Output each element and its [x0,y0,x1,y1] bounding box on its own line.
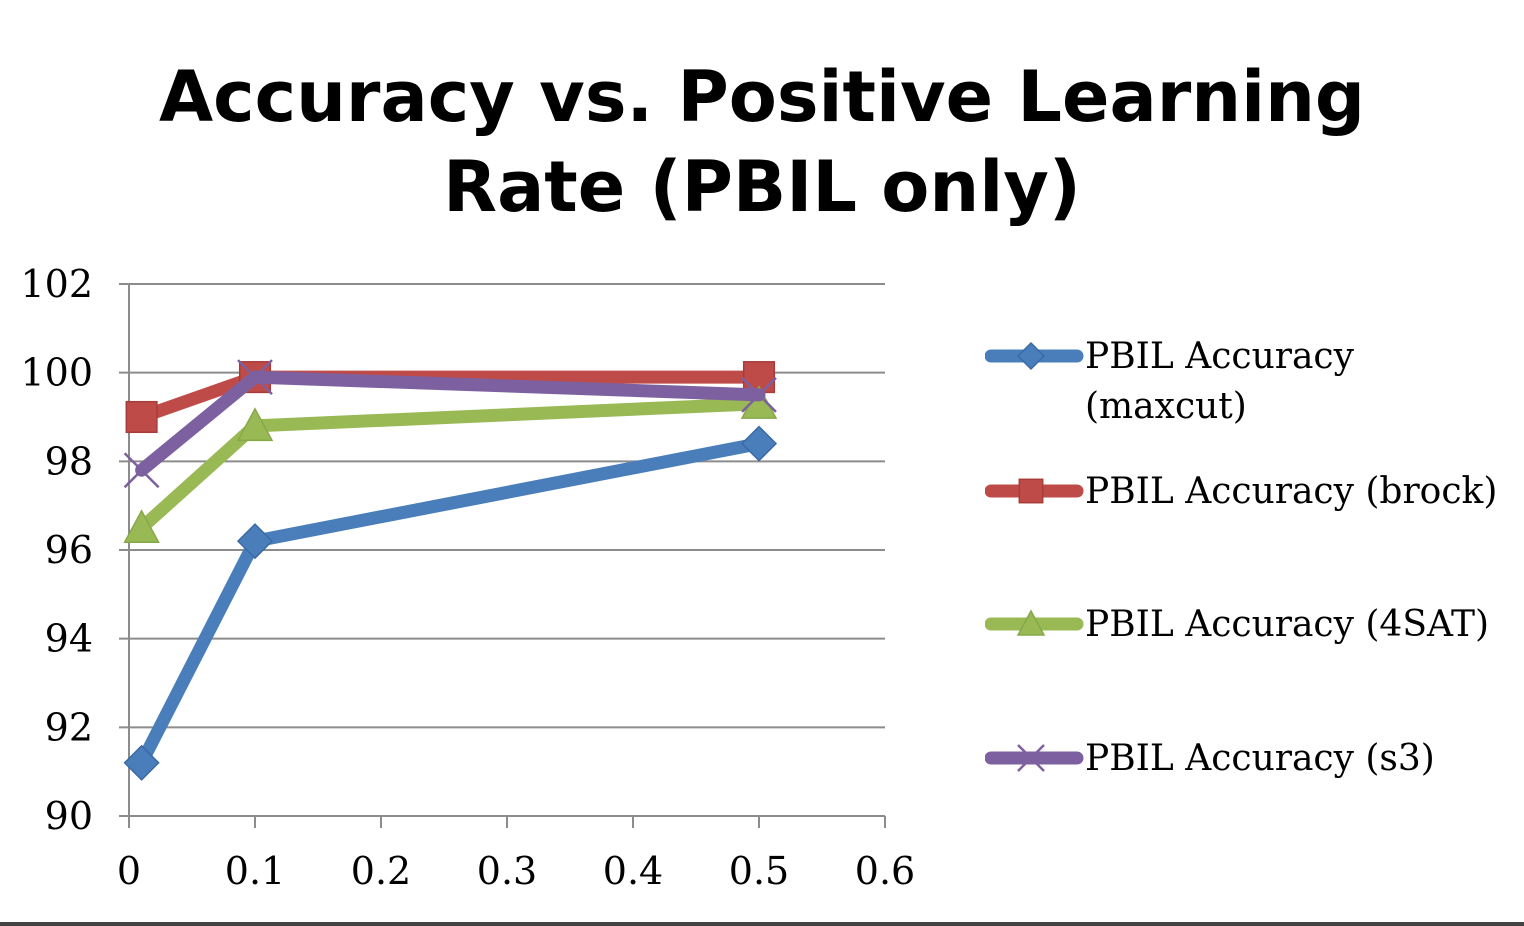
x-tick-label: 0 [117,849,141,893]
chart-title-line-1: Accuracy vs. Positive Learning [158,56,1366,138]
bottom-divider [0,922,1524,926]
legend-label: PBIL Accuracy (maxcut) [1085,336,1354,427]
legend-label: PBIL Accuracy (brock) [1085,471,1498,512]
y-tick-label: 96 [45,528,93,572]
legend-swatch [985,609,1084,636]
y-tick-label: 94 [45,617,93,661]
chart-title: Accuracy vs. Positive Learning Rate (PBI… [140,52,1384,232]
data-point [742,361,776,394]
legend-swatch [985,478,1084,504]
legend-label: PBIL Accuracy (s3) [1085,738,1435,779]
x-tick-label: 0.2 [351,849,411,893]
x-tick-label: 0.6 [855,849,915,893]
data-point [236,407,274,442]
legend-swatch [985,341,1084,371]
series-3 [123,359,777,489]
data-point [123,509,160,544]
series-line [135,437,766,770]
data-point [123,452,160,489]
data-point [237,359,273,395]
y-tick-label: 98 [45,439,93,483]
data-point [741,376,777,413]
series-0 [123,425,778,781]
y-tick-label: 102 [20,262,93,306]
data-point [740,425,778,462]
y-tick-label: 90 [45,794,93,838]
legend-label: PBIL Accuracy (4SAT) [1085,604,1490,645]
y-tick-label: 100 [20,351,93,395]
axes: 90 92 94 96 98 100 102 0 0.1 0.2 0.3 0.4 0.5 0.6 [20,262,915,893]
x-tick-label: 0.4 [603,849,663,893]
x-tick-label: 0.1 [225,849,285,893]
x-tick-label: 0.3 [477,849,537,893]
series-2 [123,385,778,544]
data-point [236,523,274,560]
legend-swatch [985,744,1084,772]
y-tick-label: 92 [45,705,93,749]
chart-title-line-2: Rate (PBIL only) [443,146,1081,228]
data-point [123,744,160,781]
series-group [123,359,778,781]
data-point [125,400,158,434]
x-tick-label: 0.5 [729,849,789,893]
